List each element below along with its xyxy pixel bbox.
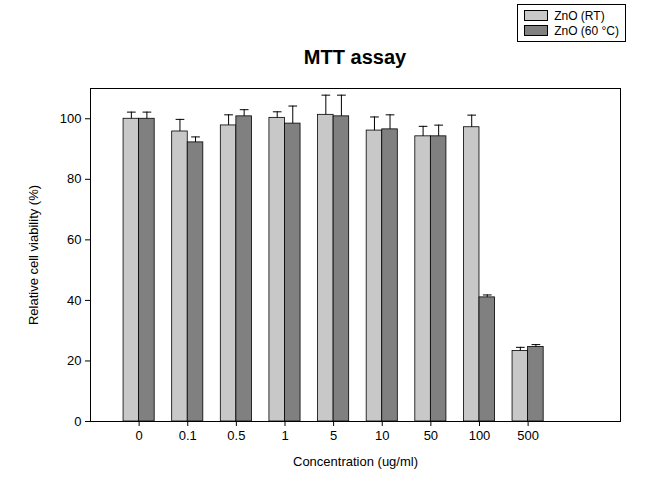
svg-text:Concentration (ug/ml): Concentration (ug/ml)	[293, 454, 418, 469]
svg-text:20: 20	[67, 353, 81, 368]
svg-text:50: 50	[424, 428, 438, 443]
svg-text:Relative cell viability (%): Relative cell viability (%)	[26, 185, 41, 325]
html-text:MTT assay: MTT assay	[303, 46, 407, 68]
svg-text:1: 1	[281, 428, 288, 443]
svg-text:10: 10	[375, 428, 389, 443]
svg-text:100: 100	[469, 428, 491, 443]
svg-text:500: 500	[517, 428, 539, 443]
html-text:ZnO (RT): ZnO (RT)	[554, 8, 605, 23]
svg-text:0: 0	[74, 414, 81, 429]
svg-text:60: 60	[67, 232, 81, 247]
svg-text:80: 80	[67, 171, 81, 186]
svg-text:0: 0	[136, 428, 143, 443]
html-text:ZnO (60 °C): ZnO (60 °C)	[554, 23, 619, 38]
svg-text:5: 5	[330, 428, 337, 443]
svg-text:0.1: 0.1	[179, 428, 197, 443]
svg-text:0.5: 0.5	[227, 428, 245, 443]
svg-text:100: 100	[60, 111, 82, 126]
svg-text:40: 40	[67, 293, 81, 308]
